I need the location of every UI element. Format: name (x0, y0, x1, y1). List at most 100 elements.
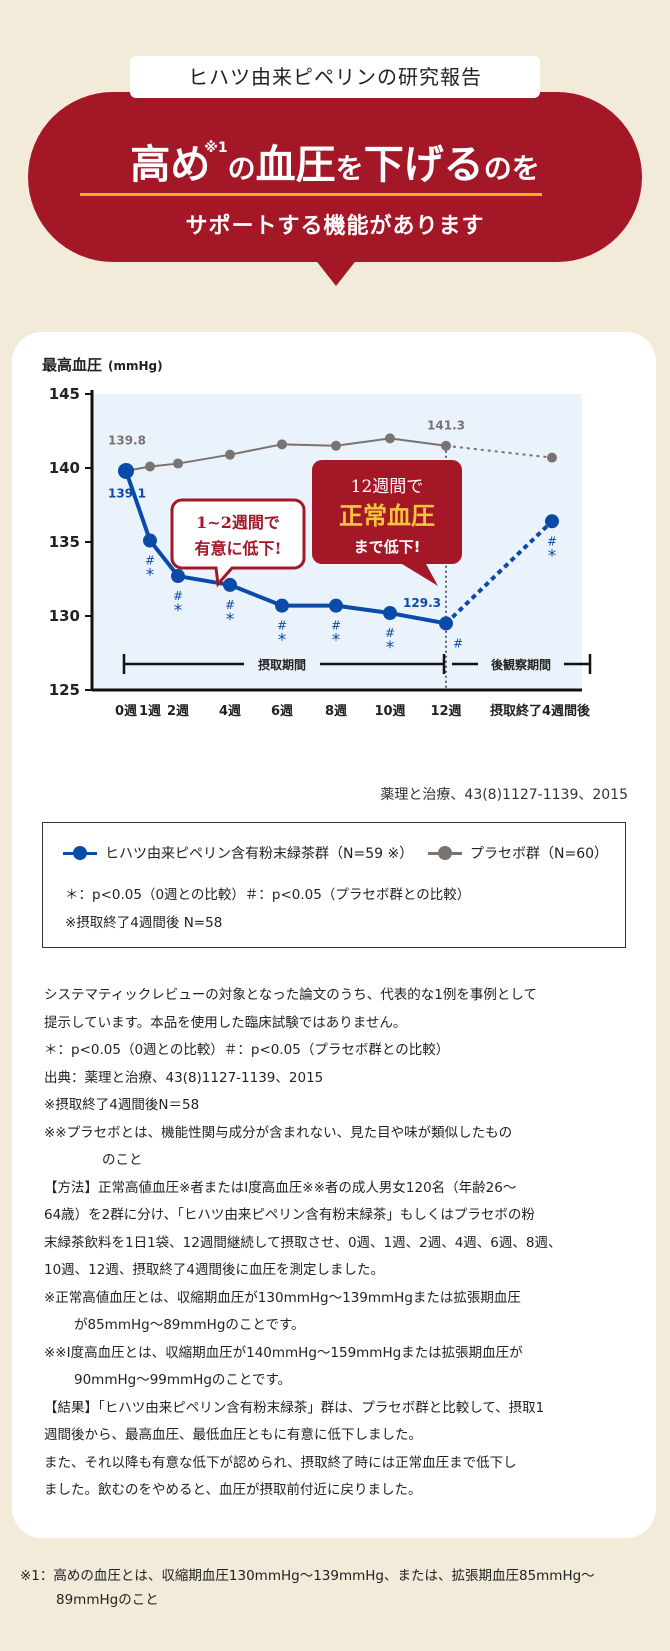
x-tick-label: 摂取終了4週間後 (490, 703, 591, 719)
active-start-label: 139.1 (108, 487, 146, 501)
significance-star-mark: * (174, 601, 183, 621)
followup-period-label: 後観察期間 (491, 657, 551, 672)
note-line: 90mmHg～99mmHgのことです。 (74, 1372, 292, 1388)
placebo-point (145, 461, 155, 472)
note-line: システマティックレビューの対象となった論文のうち、代表的な1例を事例として (44, 987, 537, 1003)
legend-swatch-active (63, 846, 97, 860)
headline-part-f: のを (483, 152, 540, 185)
x-tick-label: 2週 (167, 704, 189, 719)
significance-star-mark: * (278, 631, 287, 651)
callout-normal-bp (312, 460, 462, 586)
intake-period-label: 摂取期間 (258, 657, 306, 672)
note-line: 提示しています。本品を使用した臨床試験ではありません。 (44, 1014, 407, 1031)
significance-hash-mark: # (173, 589, 183, 603)
legend-significance-note: ＊：p<0.05（0週との比較）＃：p<0.05（プラセボ群との比較） (65, 887, 471, 903)
active-point (329, 598, 343, 613)
x-tick-label: 12週 (430, 704, 461, 719)
placebo-point (173, 458, 183, 469)
active-point (545, 514, 559, 529)
headline-footnote-mark: ※1 (204, 140, 228, 156)
active-point (275, 598, 289, 613)
significance-hash-mark: # (385, 626, 395, 640)
legend-box: ヒハツ由来ピペリン含有粉末緑茶群（N=59 ※） プラセボ群（N=60） ＊：p… (42, 822, 626, 948)
significance-star-mark: * (332, 631, 341, 651)
note-line: 末緑茶飲料を1日1袋、12週間継続して摂取させ、0週、1週、2週、4週、6週、8… (44, 1234, 562, 1251)
note-line: ※摂取終了4週間後N＝58 (44, 1097, 200, 1113)
active-series-line (124, 470, 447, 626)
headline-part-e: 下げる (363, 142, 484, 188)
blood-pressure-chart: 最高血圧 (mmHg) 125 130 135 140 145 0週 1週 2週 4週 6週 8週 10週… (42, 356, 592, 719)
placebo-start-label: 139.8 (108, 433, 146, 447)
note-line: ました。飲むのをやめると、血圧が摂取前付近に戻りました。 (44, 1482, 422, 1498)
significance-star-mark: * (146, 566, 155, 586)
x-tick-label: 8週 (325, 704, 347, 719)
y-axis-label: 最高血圧 (42, 356, 102, 374)
intake-label-bg (244, 654, 320, 674)
y-axis-unit: (mmHg) (108, 359, 163, 373)
active-point (171, 569, 185, 584)
significance-star-mark: * (548, 546, 557, 566)
significance-hash-mark: # (225, 598, 235, 612)
footnote-line-1: ※1：高めの血圧とは、収縮期血圧130mmHg～139mmHg、または、拡張期血… (20, 1568, 595, 1584)
note-line: ＊：p<0.05（0週との比較）＃：p<0.05（プラセボ群との比較） (44, 1042, 450, 1058)
x-tick-label: 10週 (374, 704, 405, 719)
significance-hash-mark: # (453, 636, 463, 650)
significance-star-mark: * (386, 638, 395, 658)
legend-label-placebo: プラセボ群（N=60） (470, 846, 609, 862)
y-tick-label: 140 (49, 459, 80, 477)
placebo-point (225, 449, 235, 460)
banner-pointer (314, 258, 358, 286)
headline-underline (80, 193, 542, 196)
note-line: 出典：薬理と治療、43(8)1127-1139、2015 (44, 1069, 324, 1086)
study-notes: システマティックレビューの対象となった論文のうち、代表的な1例を事例として 提示… (44, 982, 634, 1505)
significance-hash-mark: # (277, 619, 287, 633)
y-tick-label: 125 (49, 681, 80, 699)
placebo-point (385, 433, 395, 444)
placebo-point (547, 452, 557, 463)
callout-normal-line2: 正常血圧 (339, 501, 435, 530)
y-tick-label: 135 (49, 533, 80, 551)
callout-normal-line3: まで低下! (354, 538, 421, 556)
footnote-line-2: 89mmHgのこと (56, 1592, 159, 1608)
followup-label-bg (478, 654, 564, 674)
placebo-12w-label: 141.3 (427, 419, 465, 433)
significance-star-mark: * (226, 610, 235, 630)
active-point (143, 533, 157, 548)
footnote: ※1：高めの血圧とは、収縮期血圧130mmHg～139mmHg、または、拡張期血… (20, 1564, 660, 1612)
note-line: が85mmHg～89mmHgのことです。 (74, 1317, 305, 1333)
active-point (223, 577, 237, 592)
callout-significant-line2: 有意に低下! (194, 539, 281, 558)
headline-part-d: を (335, 152, 364, 185)
placebo-point (277, 439, 287, 450)
active-followup-line (444, 519, 554, 625)
active-point (118, 462, 134, 479)
note-line: また、それ以降も有意な低下が認められ、摂取終了時には正常血圧まで低下し (44, 1454, 517, 1471)
headline-subline: サポートする機能があります (185, 214, 485, 239)
active-12w-label: 129.3 (403, 596, 441, 610)
y-tick-label: 130 (49, 607, 80, 625)
note-line: 10週、12週、摂取終了4週間後に血圧を測定しました。 (44, 1262, 384, 1278)
callout-significant-drop (170, 498, 306, 588)
significance-hash-mark: # (331, 619, 341, 633)
headline-part-b: の (227, 152, 256, 185)
note-line: ※正常高値血圧とは、収縮期血圧が130mmHg～139mmHgまたは拡張期血圧 (44, 1289, 521, 1306)
note-line: のこと (102, 1152, 143, 1168)
y-tick-label: 145 (49, 385, 80, 403)
legend-n-note: ※摂取終了4週間後 N=58 (65, 915, 223, 931)
callout-normal-line1: 12週間で (351, 477, 424, 497)
legend-swatch-placebo (428, 846, 462, 860)
note-line: 【方法】正常高値血圧※者またはⅠ度高血圧※※者の成人男女120名（年齢26～ (44, 1179, 517, 1196)
placebo-point (331, 440, 341, 451)
callout-significant-line1: 1~2週間で (196, 513, 280, 532)
note-line: ※※プラセボとは、機能性関与成分が含まれない、見た目や味が類似したもの (44, 1124, 513, 1141)
headline-banner: 高め※1の血圧を下げるのを サポートする機能があります (28, 92, 642, 262)
chart-card: 最高血圧 (mmHg) 125 130 135 140 145 0週 1週 2週 4週 6週 8週 10週… (12, 332, 656, 1538)
legend-label-active: ヒハツ由来ピペリン含有粉末緑茶群（N=59 ※） (105, 846, 414, 862)
legend-item-active: ヒハツ由来ピペリン含有粉末緑茶群（N=59 ※） (63, 843, 413, 863)
placebo-point (441, 440, 451, 451)
significance-hash-mark: # (145, 554, 155, 568)
chart-source: 薬理と治療、43(8)1127-1139、2015 (380, 787, 628, 803)
x-tick-label: 1週 (139, 704, 161, 719)
legend-item-placebo: プラセボ群（N=60） (428, 843, 608, 863)
